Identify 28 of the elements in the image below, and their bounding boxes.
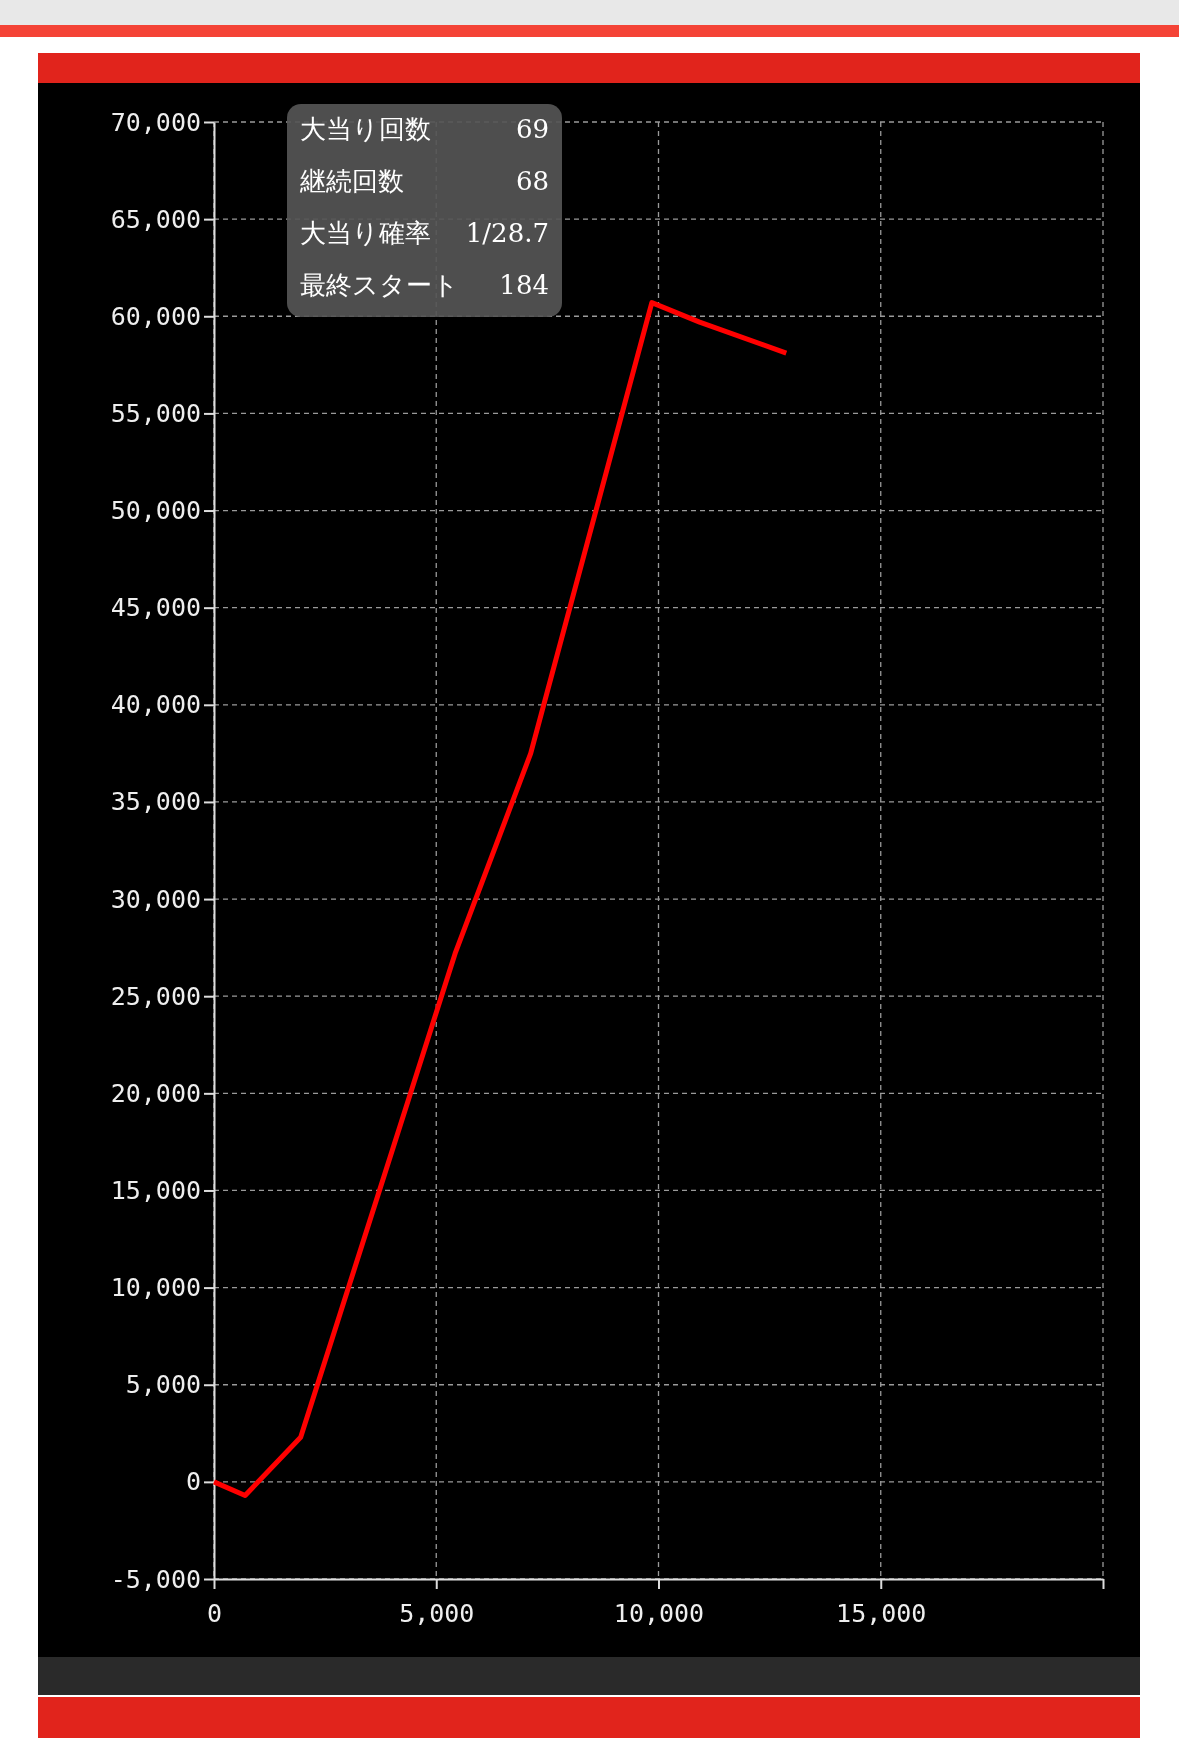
y-tick-label: 15,000 [110, 1175, 201, 1205]
y-tick-label: 65,000 [110, 204, 201, 234]
y-tick-label: 0 [185, 1467, 201, 1497]
y-tick-label: 35,000 [110, 787, 201, 817]
x-tick-label: 5,000 [399, 1599, 475, 1628]
y-tick-label: 20,000 [110, 1078, 201, 1108]
x-tick-label: 15,000 [836, 1599, 927, 1628]
x-tick-label: 0 [206, 1599, 223, 1628]
annotation: 184 [499, 270, 549, 300]
y-tick-label: 55,000 [110, 398, 201, 428]
y-tick-label: 40,000 [110, 690, 201, 720]
y-tick-label: 25,000 [110, 981, 201, 1011]
y-tick-label: -5,000 [110, 1564, 201, 1594]
annotation: 1/28.7 [465, 218, 549, 248]
y-tick-label: 70,000 [110, 107, 201, 137]
y-tick-label: 10,000 [110, 1273, 201, 1303]
annotation: 大当り回数 [300, 114, 431, 144]
annotation: 大当り確率 [300, 218, 431, 248]
annotation: 68 [515, 166, 549, 196]
y-tick-label: 30,000 [110, 884, 201, 914]
y-tick-label: 50,000 [110, 496, 201, 526]
annotation: 継続回数 [299, 166, 404, 196]
y-tick-label: 60,000 [110, 301, 201, 331]
y-tick-label: 5,000 [125, 1370, 201, 1400]
y-tick-label: 45,000 [110, 593, 201, 623]
x-tick-label: 10,000 [613, 1599, 705, 1628]
annotation: 最終スタート [300, 270, 459, 300]
annotation: 69 [515, 114, 549, 144]
